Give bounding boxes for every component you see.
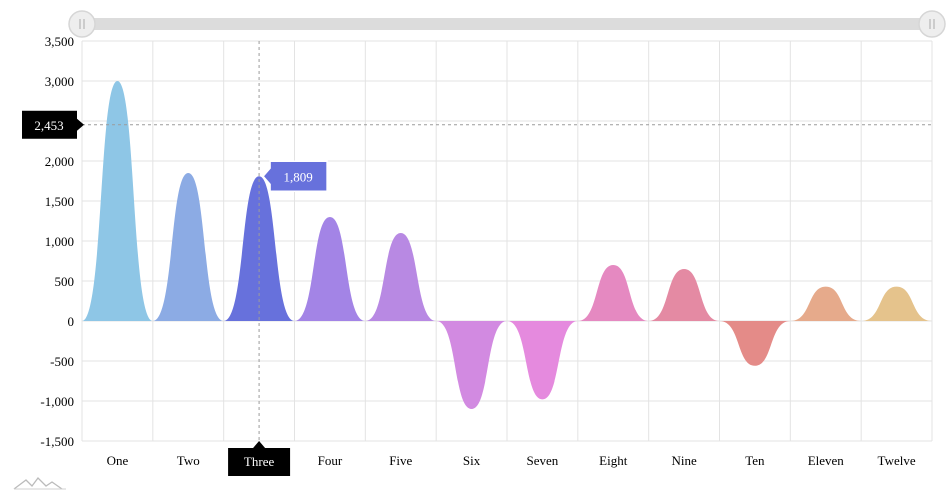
y-tick-label: -1,000 [40, 394, 74, 409]
y-tick-label: -1,500 [40, 434, 74, 449]
column-five[interactable] [365, 233, 437, 321]
column-one[interactable] [82, 81, 153, 321]
y-tick-label: 500 [55, 274, 75, 289]
series-area[interactable] [82, 81, 932, 409]
x-tick-label: Six [463, 453, 481, 468]
y-tick-label: 3,000 [45, 74, 74, 89]
tooltip-value: 1,809 [283, 169, 312, 184]
y-tick-label: -500 [50, 354, 74, 369]
grid [81, 40, 933, 442]
cursor-y-value: 2,453 [34, 118, 63, 133]
y-tick-label: 3,500 [45, 34, 74, 49]
column-three[interactable] [223, 176, 295, 321]
x-tick-label: Eleven [808, 453, 845, 468]
y-tick-label: 0 [68, 314, 75, 329]
scrollbar-track[interactable] [82, 18, 932, 30]
value-tooltip: 1,809 [262, 160, 328, 193]
column-eleven[interactable] [790, 286, 862, 321]
x-tick-label: Five [389, 453, 412, 468]
column-two[interactable] [152, 173, 224, 321]
cursor-y-badge: 2,453 [22, 110, 84, 139]
column-four[interactable] [294, 217, 366, 321]
x-tick-label: Two [177, 453, 200, 468]
amcharts-logo [13, 477, 66, 490]
x-tick-label: Ten [745, 453, 765, 468]
x-tick-label: Twelve [878, 453, 916, 468]
cursor-category-label: Three [244, 454, 275, 469]
column-six[interactable] [436, 321, 507, 409]
x-tick-label: Eight [599, 453, 628, 468]
scrollbar-start-grip[interactable] [68, 10, 96, 38]
x-tick-label: Four [318, 453, 343, 468]
scrollbar-end-grip[interactable] [918, 10, 946, 38]
y-tick-label: 1,000 [45, 234, 74, 249]
column-seven[interactable] [507, 321, 578, 400]
cursor-x-badge: Three [228, 441, 291, 476]
horizontal-scrollbar[interactable] [68, 10, 946, 38]
x-tick-label: Nine [671, 453, 697, 468]
x-tick-label: One [107, 453, 129, 468]
y-tick-label: 1,500 [45, 194, 74, 209]
x-tick-label: Seven [527, 453, 559, 468]
column-twelve[interactable] [861, 286, 932, 321]
column-eight[interactable] [577, 265, 649, 321]
x-axis: One Two Four Five Six Seven Eight Nine Ten Eleven… [107, 453, 916, 468]
y-tick-label: 2,000 [45, 154, 74, 169]
y-axis: 3,5003,0002,5002,0001,5001,0005000-500-1… [40, 34, 74, 449]
column-nine[interactable] [648, 269, 720, 321]
column-ten[interactable] [719, 321, 791, 366]
chart-cursor: 2,453 Three 1,809 [22, 41, 932, 476]
